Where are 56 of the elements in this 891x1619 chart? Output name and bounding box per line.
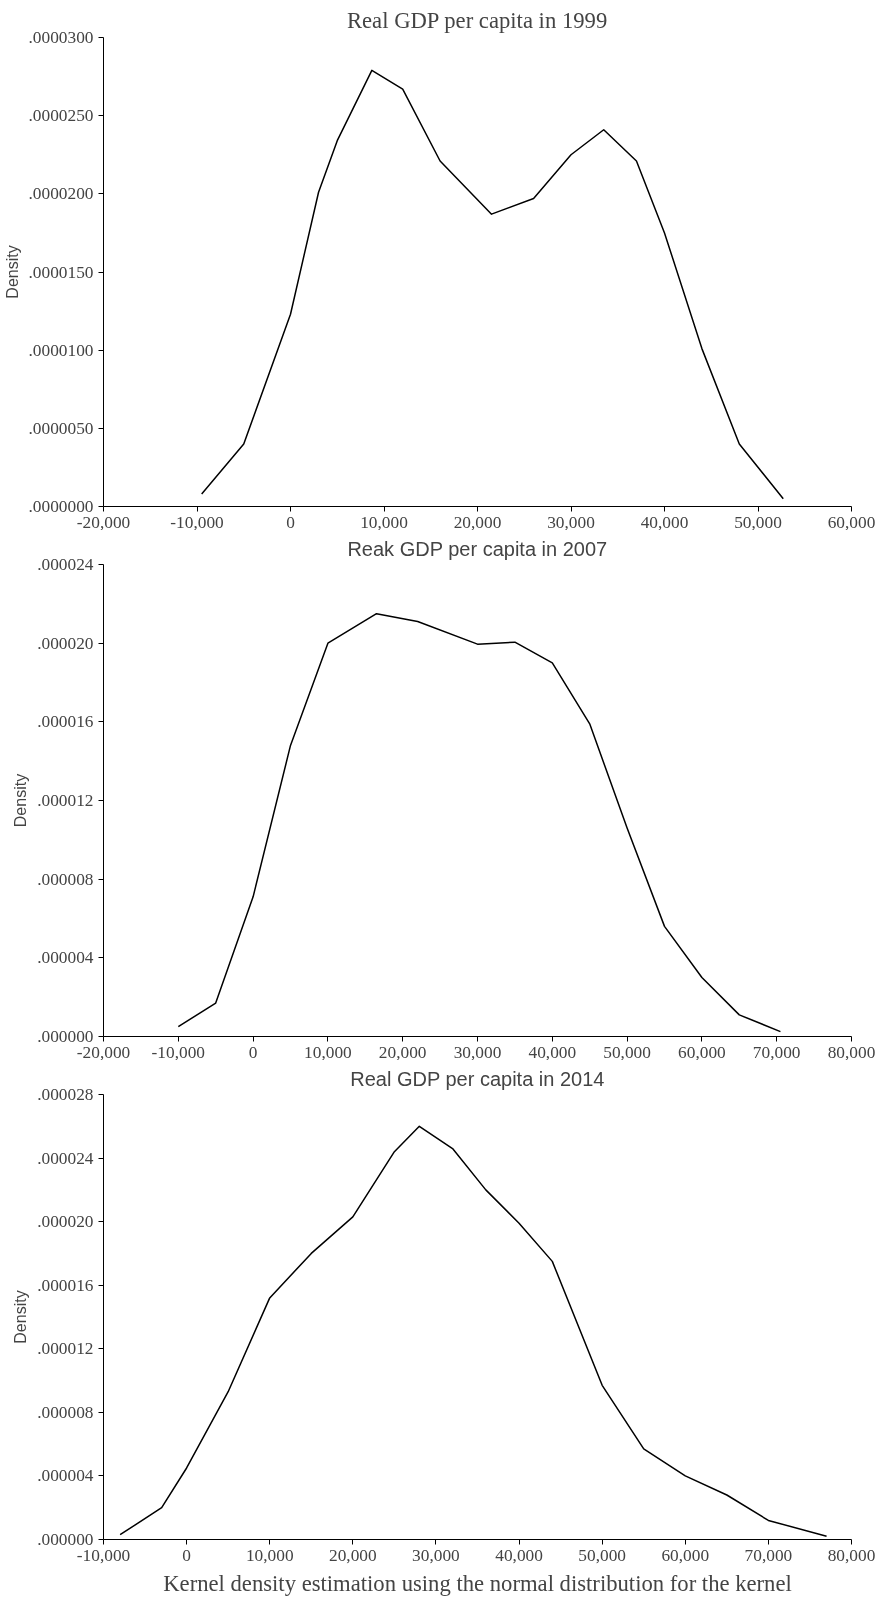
x-tick-label: 40,000 <box>495 1545 543 1565</box>
y-tick-label: .0000150 <box>28 262 94 282</box>
x-tick-label: 10,000 <box>360 512 408 532</box>
y-axis-title: Density <box>12 773 30 828</box>
y-tick-label: .000016 <box>37 1275 94 1295</box>
y-tick-label: .0000100 <box>28 340 94 360</box>
chart-title: Real GDP per capita in 1999 <box>346 7 608 33</box>
x-tick-label: 60,000 <box>661 1545 710 1565</box>
y-tick-label: .000008 <box>37 869 94 889</box>
x-tick-label: 50,000 <box>734 512 782 532</box>
y-axis-title: Density <box>12 1290 30 1344</box>
y-tick-label: .0000250 <box>28 106 94 126</box>
line-series <box>177 612 782 1033</box>
x-tick-label: 70,000 <box>752 1042 801 1062</box>
y-tick-label: .000024 <box>37 555 94 574</box>
x-tick-label: 80,000 <box>827 1545 876 1565</box>
x-tick-label: 50,000 <box>578 1545 626 1565</box>
x-tick-label: 10,000 <box>304 1042 352 1062</box>
x-tick-label: 60,000 <box>678 1042 726 1062</box>
x-tick-label: -10,000 <box>170 512 224 532</box>
x-tick-label: 0 <box>248 1042 258 1062</box>
x-tick-label: 0 <box>286 512 295 532</box>
x-tick-label: 40,000 <box>528 1042 577 1062</box>
x-tick-label: 50,000 <box>603 1042 651 1062</box>
y-tick-label: .000012 <box>37 1339 94 1359</box>
y-tick-label: .000008 <box>37 1402 94 1422</box>
y-tick-label: .000016 <box>37 712 94 732</box>
y-tick-label: .0000300 <box>28 28 94 47</box>
x-tick-label: 0 <box>182 1545 191 1565</box>
x-tick-label: 30,000 <box>547 512 595 532</box>
y-tick-label: .000004 <box>37 948 94 968</box>
x-tick-label: 20,000 <box>329 1545 377 1565</box>
y-tick-label: .000020 <box>37 633 94 653</box>
x-tick-label: 20,000 <box>453 512 502 532</box>
y-tick-label: .0000200 <box>28 184 94 204</box>
x-tick-label: 20,000 <box>378 1042 427 1062</box>
line-series <box>119 1125 828 1538</box>
x-tick-label: 40,000 <box>640 512 689 532</box>
y-tick-label: .000028 <box>37 1085 94 1104</box>
y-tick-label: .000020 <box>37 1212 94 1232</box>
y-tick-label: .0000050 <box>28 418 94 438</box>
y-axis-title: Density <box>3 245 21 299</box>
x-tick-label: 30,000 <box>412 1545 460 1565</box>
x-tick-label: 70,000 <box>744 1545 793 1565</box>
text: Kernel density estimation using the normal distribution for the kernel <box>163 1570 792 1596</box>
y-tick-label: .000012 <box>37 791 94 810</box>
line-series <box>200 69 784 500</box>
x-tick-label: 80,000 <box>827 1042 876 1062</box>
x-tick-label: 60,000 <box>827 512 876 532</box>
x-tick-label: 30,000 <box>453 1042 502 1062</box>
x-tick-label: -10,000 <box>151 1042 206 1062</box>
y-tick-label: .000024 <box>37 1148 94 1168</box>
chart-title: Real GDP per capita in 2014 <box>350 1067 605 1090</box>
chart-title: Reak GDP per capita in 2007 <box>347 537 608 560</box>
x-tick-label: 10,000 <box>245 1545 294 1565</box>
y-tick-label: .000004 <box>37 1466 94 1486</box>
